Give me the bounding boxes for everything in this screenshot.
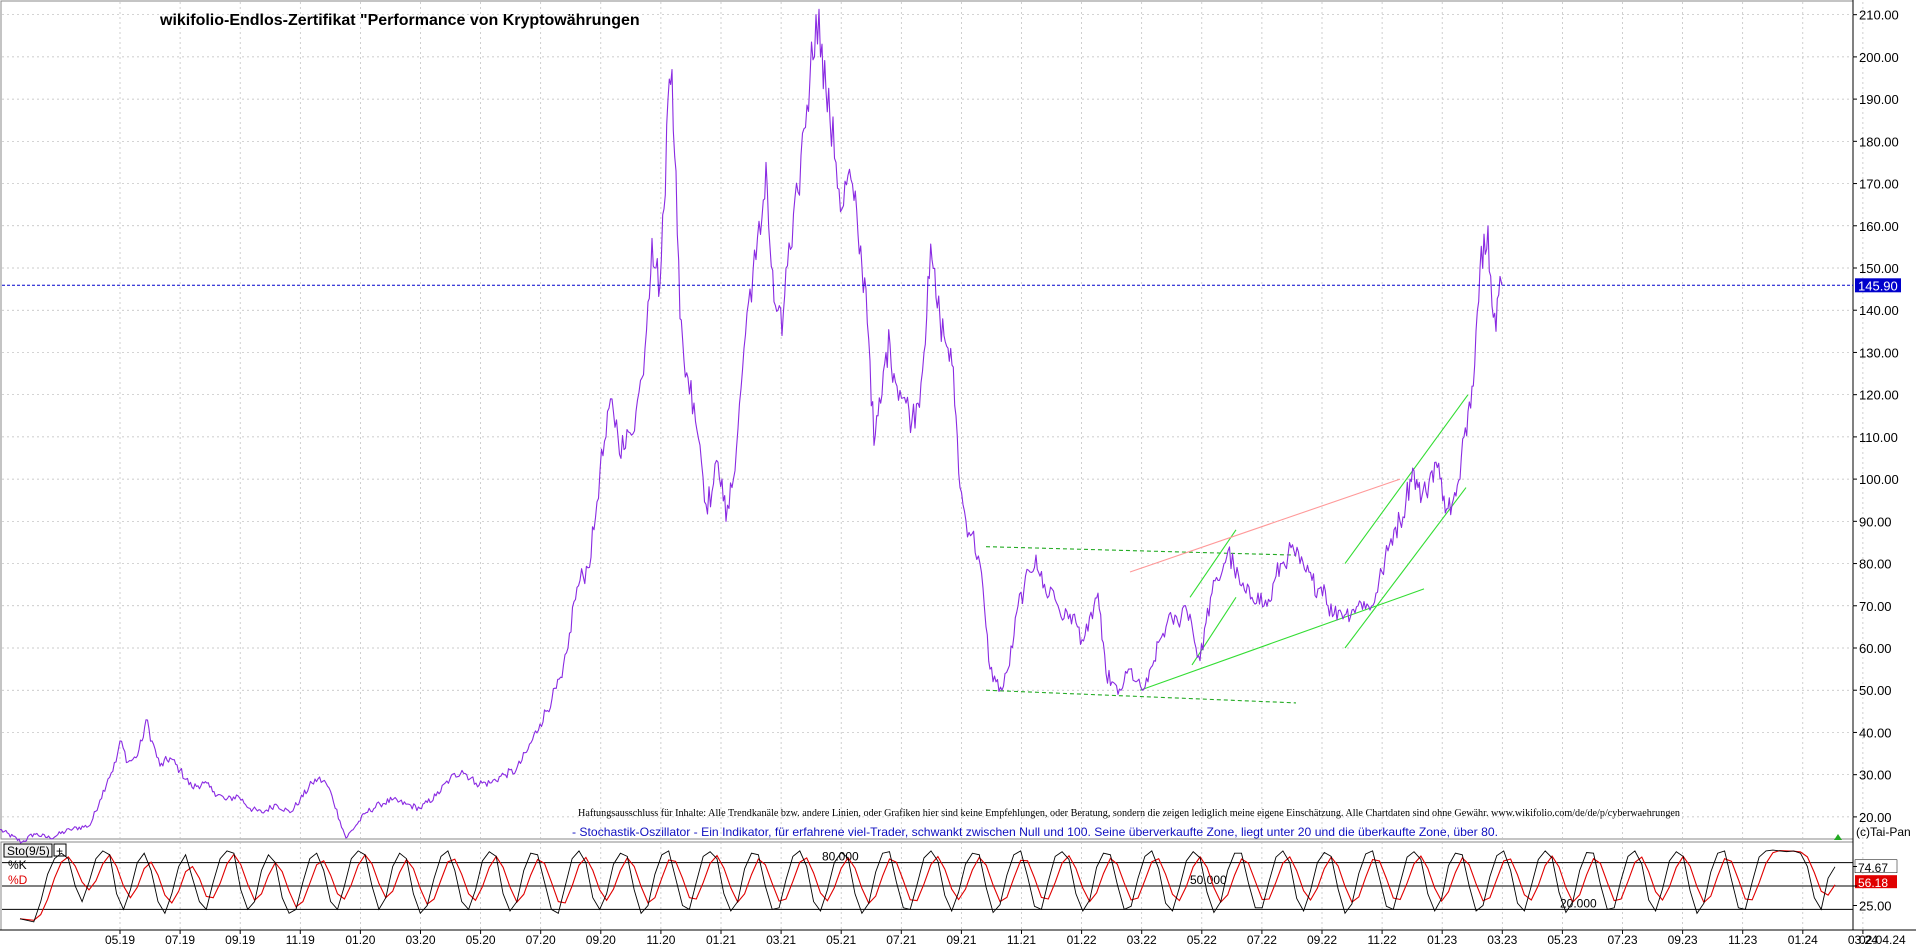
gridlines <box>2 2 1864 930</box>
x-tick-label: 07.23 <box>1607 933 1637 947</box>
x-tick-label: 03.22 <box>1127 933 1157 947</box>
trendline <box>1189 529 1237 598</box>
x-tick-label: 11.19 <box>286 933 315 947</box>
y-tick-label: 70.00 <box>1859 599 1892 614</box>
x-tick-label: 01.21 <box>706 933 736 947</box>
trendline <box>1139 588 1425 691</box>
indicator-note: - Stochastik-Oszillator - Ein Indikator,… <box>572 825 1498 839</box>
x-tick-label: 01.22 <box>1067 933 1097 947</box>
y-tick-label: 40.00 <box>1859 725 1892 740</box>
x-tick-label: 11.23 <box>1728 933 1757 947</box>
up-arrow-icon <box>1834 834 1842 840</box>
x-tick-label: 09.19 <box>225 933 255 947</box>
x-tick-label: 11.21 <box>1007 933 1036 947</box>
oscillator-level-label: 20.000 <box>1560 896 1597 910</box>
oscillator-level-label: 50.000 <box>1190 873 1227 887</box>
oscillator-name-box <box>3 843 53 858</box>
copyright-text: (c)Tai-Pan <box>1856 825 1911 839</box>
d-legend-label: %D <box>8 873 28 887</box>
trendline <box>985 546 1297 556</box>
k-legend-label: %K <box>8 858 27 872</box>
x-tick-label: 03.20 <box>405 933 435 947</box>
y-tick-label: 60.00 <box>1859 641 1892 656</box>
trendlines <box>985 394 1469 704</box>
x-tick-label: 07.21 <box>886 933 916 947</box>
x-tick-label: 09.22 <box>1307 933 1337 947</box>
chart-title: wikifolio-Endlos-Zertifikat "Performance… <box>159 12 640 29</box>
price-line <box>0 8 1503 844</box>
y-tick-label: 90.00 <box>1859 514 1892 529</box>
x-tick-label: 03.23 <box>1487 933 1517 947</box>
y-tick-label: 130.00 <box>1859 345 1899 360</box>
y-tick-label: 170.00 <box>1859 177 1899 192</box>
y-tick-label: 150.00 <box>1859 261 1899 276</box>
oscillator-tick-label: 25.00 <box>1859 899 1892 914</box>
current-value-badge <box>1855 278 1901 293</box>
y-tick-label: 140.00 <box>1859 303 1899 318</box>
x-tick-label: 05.20 <box>466 933 496 947</box>
x-tick-label: 11.22 <box>1368 933 1397 947</box>
y-tick-label: 100.00 <box>1859 472 1899 487</box>
y-tick-label: 50.00 <box>1859 683 1892 698</box>
trendline <box>1344 487 1467 649</box>
oscillator-level-label: 80.000 <box>822 850 859 864</box>
y-tick-label: 200.00 <box>1859 50 1899 65</box>
d-line <box>19 850 1836 921</box>
x-tick-label: 07.19 <box>165 933 195 947</box>
d-value-badge <box>1855 875 1897 889</box>
trendline <box>1344 394 1469 564</box>
y-tick-label: 80.00 <box>1859 557 1892 572</box>
current-value-label: 145.90 <box>1858 278 1898 293</box>
x-tick-label: 09.23 <box>1668 933 1698 947</box>
y-tick-label: 110.00 <box>1859 430 1898 445</box>
x-tick-label: 03.21 <box>766 933 796 947</box>
disclaimer-text: Haftungsausschluss für Inhalte: Alle Tre… <box>578 807 1680 819</box>
y-tick-label: 30.00 <box>1859 768 1892 783</box>
x-tick-label: 09.20 <box>586 933 616 947</box>
x-tick-label: 05.19 <box>105 933 135 947</box>
x-tick-label: 05.21 <box>826 933 856 947</box>
y-axis: 20.00 30.00 40.00 50.00 60.00 70.00 80.00 90.00… <box>1853 8 1899 825</box>
trendline <box>1129 478 1401 573</box>
x-tick-label: 05.22 <box>1187 933 1217 947</box>
oscillator-panel: Sto(9/5) + %K %D 80.000 50.000 20.000 74.6… <box>2 843 1898 923</box>
k-value-label: 74.67 <box>1858 861 1888 875</box>
plus-icon: + <box>56 844 63 858</box>
y-tick-label: 210.00 <box>1859 8 1899 23</box>
trendline <box>1191 597 1237 666</box>
x-tick-label: 07.20 <box>526 933 556 947</box>
y-tick-label: 160.00 <box>1859 219 1899 234</box>
x-tick-label: 01.20 <box>345 933 375 947</box>
y-tick-label: 190.00 <box>1859 92 1899 107</box>
k-line <box>19 849 1836 923</box>
x-tick-label: 11.20 <box>646 933 675 947</box>
oscillator-name: Sto(9/5) <box>7 844 50 858</box>
x-tick-label: 05.23 <box>1547 933 1577 947</box>
y-tick-label: 20.00 <box>1859 810 1892 825</box>
y-tick-label: 180.00 <box>1859 134 1899 149</box>
x-tick-label: 03.24 <box>1848 933 1878 947</box>
oscillator-settings-button[interactable] <box>53 843 67 857</box>
y-tick-label: 120.00 <box>1859 388 1899 403</box>
trendline <box>985 689 1297 704</box>
main-panel-frame <box>0 0 1854 840</box>
last-date-label: 02.04.24 <box>1859 933 1906 947</box>
x-axis: 05.19 07.19 09.19 11.19 01.20 03.20 05.20 07.20… <box>0 929 1916 947</box>
x-tick-label: 01.24 <box>1788 933 1818 947</box>
x-tick-label: 07.22 <box>1247 933 1277 947</box>
x-tick-label: 01.23 <box>1427 933 1457 947</box>
x-tick-label: 09.21 <box>946 933 976 947</box>
d-value-label: 56.18 <box>1858 876 1888 890</box>
